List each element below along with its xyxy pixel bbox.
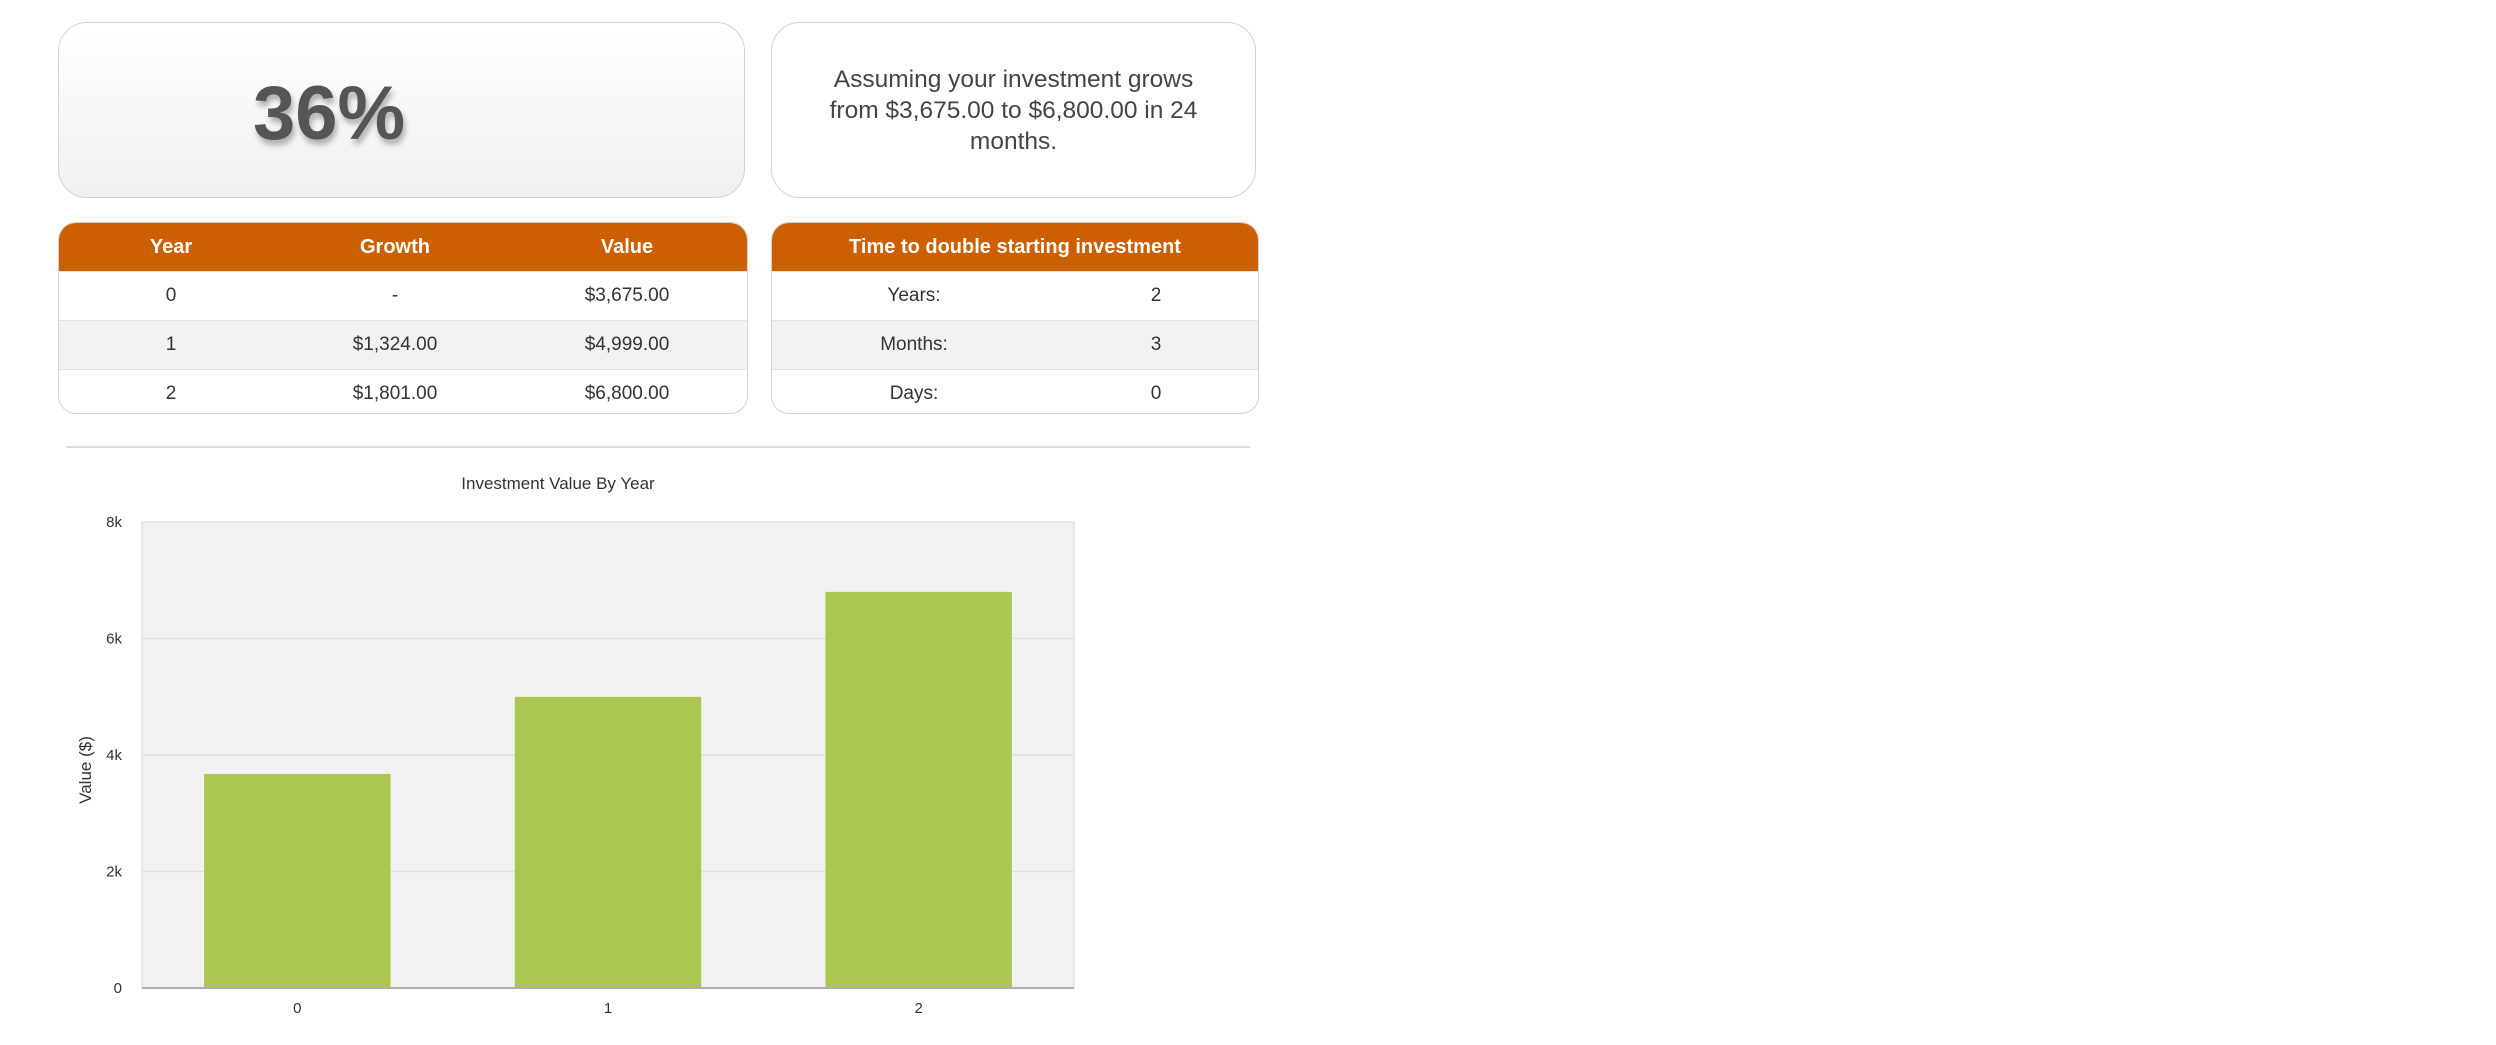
value-cell: $3,675.00 bbox=[584, 285, 670, 306]
table-row: 0 - $3,675.00 bbox=[59, 271, 747, 320]
year-cell: 2 bbox=[165, 383, 177, 404]
y-axis-label: Value ($) bbox=[76, 736, 95, 804]
section-divider bbox=[66, 446, 1250, 448]
table-row: 2 $1,801.00 $6,800.00 bbox=[59, 369, 747, 413]
x-tick-label: 2 bbox=[914, 1000, 922, 1017]
table-row: Days: 0 bbox=[772, 369, 1258, 413]
summary-panel: Assuming your investment grows from $3,6… bbox=[771, 22, 1256, 198]
chart-title: Investment Value By Year bbox=[461, 474, 655, 493]
days-label: Days: bbox=[889, 383, 939, 404]
growth-cell: - bbox=[391, 285, 399, 306]
growth-cell: $1,801.00 bbox=[352, 383, 438, 404]
investment-bar-chart: 0 2k 4k 6k 8k 0 1 2 Investment Value By Year Valu… bbox=[76, 474, 1075, 1017]
growth-cell: $1,324.00 bbox=[352, 334, 438, 355]
days-value: 0 bbox=[1150, 383, 1162, 404]
growth-table-header: Year Growth Value bbox=[59, 223, 747, 271]
y-tick-label: 4k bbox=[106, 747, 122, 764]
table-row: Months: 3 bbox=[772, 320, 1258, 369]
x-tick-label: 0 bbox=[293, 1000, 301, 1017]
value-cell: $6,800.00 bbox=[584, 383, 670, 404]
table-row: Years: 2 bbox=[772, 271, 1258, 320]
double-time-title: Time to double starting investment bbox=[849, 235, 1181, 258]
year-cell: 1 bbox=[165, 334, 177, 355]
growth-rate-panel: 36% bbox=[58, 22, 745, 198]
y-tick-label: 6k bbox=[106, 631, 122, 648]
summary-text: Assuming your investment grows from $3,6… bbox=[829, 65, 1198, 155]
growth-rate-value: 36% bbox=[252, 70, 406, 156]
years-label: Years: bbox=[887, 285, 941, 306]
year-cell: 0 bbox=[165, 285, 177, 306]
column-header-value: Value bbox=[600, 235, 654, 258]
bar bbox=[204, 773, 391, 988]
years-value: 2 bbox=[1150, 285, 1162, 306]
months-value: 3 bbox=[1150, 334, 1162, 355]
column-header-year: Year bbox=[149, 235, 193, 258]
double-time-table: Time to double starting investment Years… bbox=[771, 222, 1259, 414]
bar bbox=[825, 591, 1012, 988]
y-tick-label: 0 bbox=[114, 980, 122, 997]
column-header-growth: Growth bbox=[360, 235, 430, 258]
y-tick-label: 8k bbox=[106, 514, 122, 531]
value-cell: $4,999.00 bbox=[584, 334, 670, 355]
x-tick-label: 1 bbox=[604, 1000, 612, 1017]
y-tick-label: 2k bbox=[106, 864, 122, 881]
growth-table: Year Growth Value 0 - $3,675.00 1 $1,324… bbox=[58, 222, 748, 414]
bar bbox=[514, 696, 702, 988]
table-row: 1 $1,324.00 $4,999.00 bbox=[59, 320, 747, 369]
months-label: Months: bbox=[880, 334, 948, 355]
double-time-header: Time to double starting investment bbox=[772, 223, 1258, 271]
